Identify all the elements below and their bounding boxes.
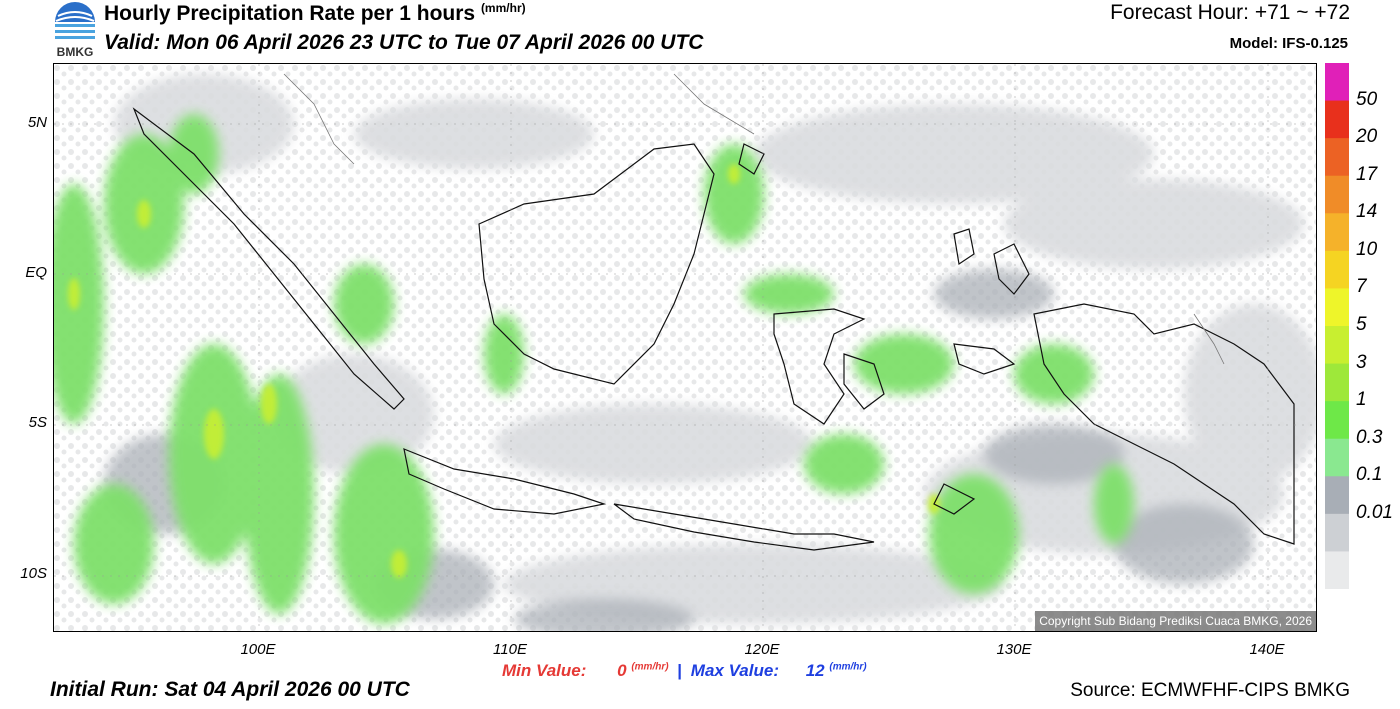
colorbar-swatch bbox=[1325, 363, 1349, 402]
bmkg-logo: BMKG bbox=[55, 2, 95, 59]
valid-period: Valid: Mon 06 April 2026 23 UTC to Tue 0… bbox=[104, 31, 704, 54]
colorbar-label: 17 bbox=[1356, 163, 1378, 185]
colorbar-label: 50 bbox=[1356, 88, 1378, 110]
colorbar-label: 5 bbox=[1356, 314, 1367, 335]
lon-label-120e: 120E bbox=[744, 641, 780, 658]
colorbar-label: 7 bbox=[1356, 276, 1367, 298]
lon-label-100e: 100E bbox=[240, 641, 276, 658]
colorbar bbox=[1325, 63, 1349, 589]
grid bbox=[54, 64, 1316, 631]
colorbar-label: 14 bbox=[1356, 201, 1378, 223]
lat-label-5s: 5S bbox=[28, 414, 47, 431]
lat-label-10s: 10S bbox=[20, 565, 47, 582]
colorbar-swatch bbox=[1325, 250, 1349, 289]
max-unit: (mm/hr) bbox=[829, 661, 867, 673]
min-unit: (mm/hr) bbox=[631, 661, 669, 673]
logo-text: BMKG bbox=[57, 45, 94, 59]
colorbar-swatch bbox=[1325, 438, 1349, 477]
lon-label-130e: 130E bbox=[996, 641, 1032, 658]
lat-label-eq: EQ bbox=[25, 264, 47, 281]
colorbar-label: 0.3 bbox=[1356, 426, 1383, 448]
min-value: 0 bbox=[617, 661, 627, 680]
title-unit: (mm/hr) bbox=[480, 1, 526, 15]
precipitation-map: Copyright Sub Bidang Prediksi Cuaca BMKG… bbox=[53, 63, 1317, 632]
colorbar-label: 1 bbox=[1356, 389, 1367, 411]
colorbar-swatch bbox=[1325, 551, 1349, 589]
data-source: Source: ECMWFHF-CIPS BMKG bbox=[1070, 680, 1350, 701]
lon-label-110e: 110E bbox=[493, 641, 527, 658]
colorbar-swatch bbox=[1325, 213, 1349, 252]
coastlines bbox=[132, 107, 1295, 551]
colorbar-swatch bbox=[1325, 100, 1349, 139]
min-label: Min Value: bbox=[502, 661, 587, 680]
max-value: 12 bbox=[805, 661, 825, 680]
moderate-precip-field bbox=[104, 269, 1254, 631]
model-label: Model: IFS-0.125 bbox=[1229, 35, 1348, 52]
colorbar-swatch bbox=[1325, 63, 1349, 102]
colorbar-label: 0.01 bbox=[1356, 501, 1393, 523]
colorbar-label: 20 bbox=[1356, 126, 1378, 148]
borders bbox=[283, 73, 1225, 365]
title-text: Hourly Precipitation Rate per 1 hours bbox=[104, 2, 476, 25]
lat-label-5n: 5N bbox=[27, 114, 47, 131]
lon-label-140e: 140E bbox=[1249, 641, 1285, 658]
initial-run: Initial Run: Sat 04 April 2026 00 UTC bbox=[50, 678, 410, 701]
colorbar-swatch bbox=[1325, 476, 1349, 515]
colorbar-label: 0.1 bbox=[1356, 464, 1383, 486]
colorbar-label: 10 bbox=[1356, 238, 1378, 260]
colorbar-swatch bbox=[1325, 138, 1349, 177]
colorbar-swatch bbox=[1325, 401, 1349, 440]
copyright-notice: Copyright Sub Bidang Prediksi Cuaca BMKG… bbox=[1035, 611, 1316, 631]
colorbar-swatch bbox=[1325, 288, 1349, 327]
colorbar-swatch bbox=[1325, 513, 1349, 552]
heavy-precip-field bbox=[54, 114, 1134, 624]
map-canvas bbox=[54, 64, 1316, 631]
min-max-values: Min Value: 0 (mm/hr) | Max Value: 12 (mm… bbox=[502, 661, 867, 680]
max-label: Max Value: bbox=[690, 661, 779, 680]
page-title: Hourly Precipitation Rate per 1 hours (m… bbox=[104, 1, 526, 26]
intense-precip-cores bbox=[68, 164, 940, 578]
colorbar-swatch bbox=[1325, 175, 1349, 214]
colorbar-label: 3 bbox=[1356, 351, 1367, 373]
forecast-hour: Forecast Hour: +71 ~ +72 bbox=[1110, 1, 1350, 24]
colorbar-swatch bbox=[1325, 326, 1349, 365]
